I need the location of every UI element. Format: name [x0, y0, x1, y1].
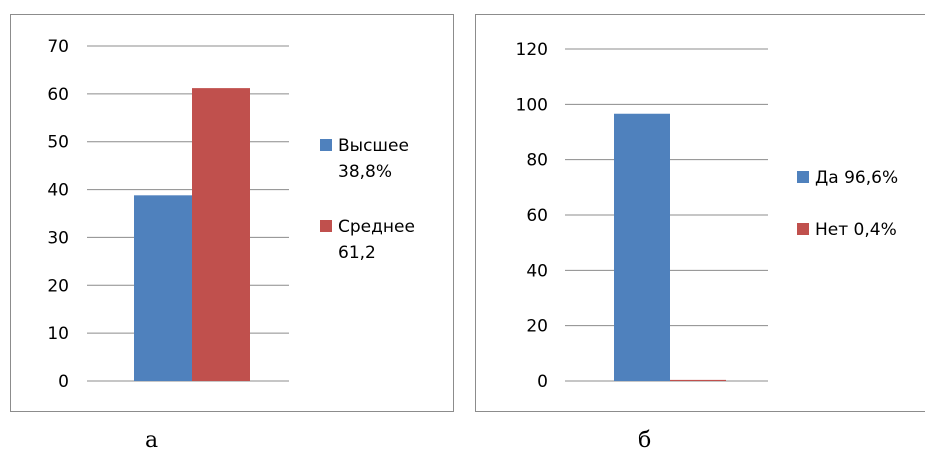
legend-label: Высшее — [338, 136, 409, 156]
legend-swatch — [320, 220, 332, 232]
y-tick-label: 50 — [47, 133, 69, 153]
bar — [192, 88, 250, 381]
y-tick-label: 40 — [526, 261, 548, 281]
legend-label: 38,8% — [338, 162, 392, 182]
bar — [134, 195, 192, 381]
chart-b-svg: 0 20 40 60 80 100 120 Да 96,6% Нет 0,4% — [516, 40, 899, 392]
y-tick-label: 60 — [47, 85, 69, 105]
y-tick-label: 10 — [47, 324, 69, 344]
y-tick-label: 60 — [526, 206, 548, 226]
legend-swatch — [797, 223, 809, 235]
bar — [614, 113, 670, 382]
y-tick-label: 0 — [537, 372, 548, 392]
legend-swatch — [320, 139, 332, 151]
y-tick-label: 70 — [47, 37, 69, 57]
legend-label: Да 96,6% — [815, 168, 898, 188]
chart-panel-b: 0 20 40 60 80 100 120 Да 96,6% Нет 0,4% — [475, 14, 925, 412]
chart-b-caption: б — [638, 428, 652, 453]
bar — [670, 379, 726, 381]
y-tick-label: 20 — [47, 276, 69, 296]
chart-panel-a: 0 10 20 30 40 50 60 70 Высшее 38,8% Среднее 61,2 — [10, 14, 454, 412]
y-tick-label: 30 — [47, 228, 69, 248]
y-tick-label: 120 — [516, 40, 548, 60]
y-tick-label: 40 — [47, 181, 69, 201]
legend-label: Нет 0,4% — [815, 220, 897, 240]
chart-a-svg: 0 10 20 30 40 50 60 70 Высшее 38,8% Среднее 61,2 — [47, 37, 415, 392]
legend-swatch — [797, 171, 809, 183]
y-tick-label: 0 — [58, 372, 69, 392]
y-tick-label: 20 — [526, 317, 548, 337]
y-tick-label: 80 — [526, 151, 548, 171]
legend-label: Среднее — [338, 217, 415, 237]
legend-label: 61,2 — [338, 243, 376, 263]
chart-a-caption: а — [145, 428, 159, 453]
y-tick-label: 100 — [516, 95, 548, 115]
